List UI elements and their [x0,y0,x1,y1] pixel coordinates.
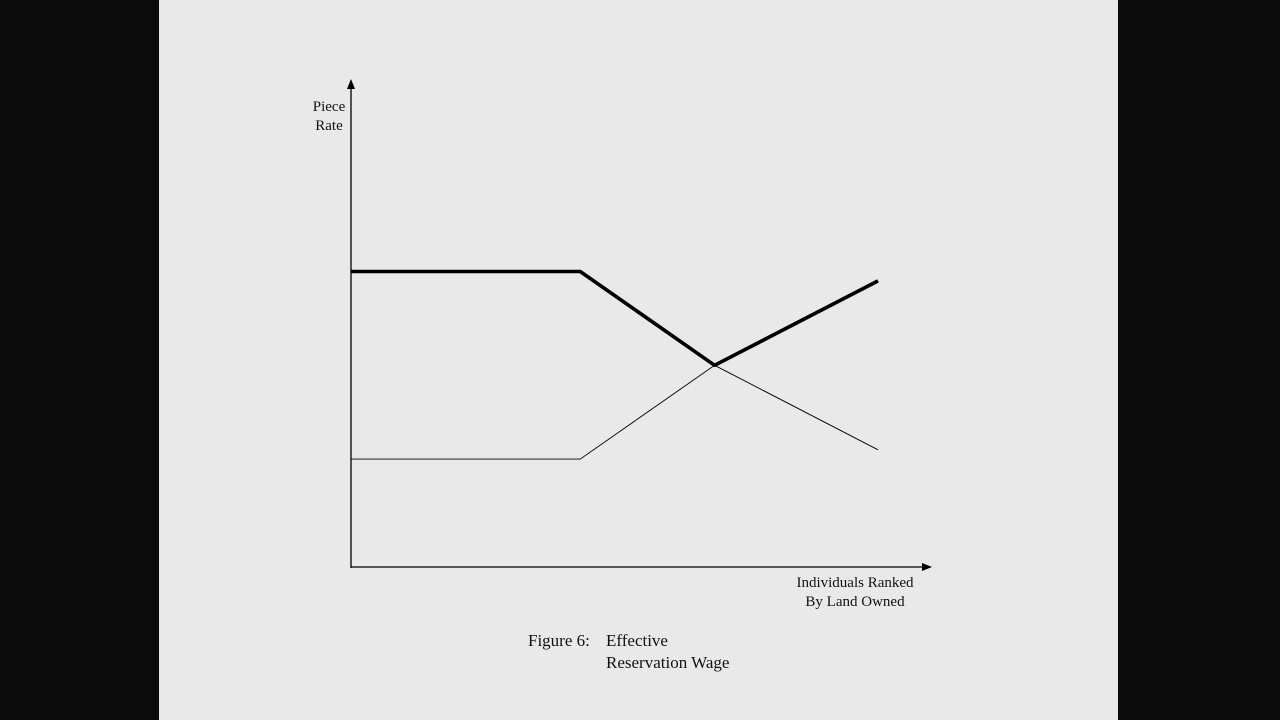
figure-title-line-2: Reservation Wage [606,653,730,672]
series-line-thin [351,364,879,460]
series-layer [351,269,879,460]
x-axis-label-line-2: By Land Owned [805,594,905,610]
y-axis-label: Piece Rate [300,98,358,136]
figure-title-line-1: Effective [606,631,668,650]
x-axis-label: Individuals Ranked By Land Owned [770,574,940,612]
figure-number: Figure 6: [528,631,590,650]
x-axis-label-line-1: Individuals Ranked [796,575,914,591]
series-line-bold [351,269,879,368]
slide-background [159,0,1118,720]
y-axis-label-line-2: Rate [315,118,343,134]
y-axis-arrowhead [347,79,355,89]
x-axis-arrowhead [922,563,932,571]
y-axis-label-line-1: Piece [312,99,346,115]
figure-title: Effective Reservation Wage [606,630,729,674]
